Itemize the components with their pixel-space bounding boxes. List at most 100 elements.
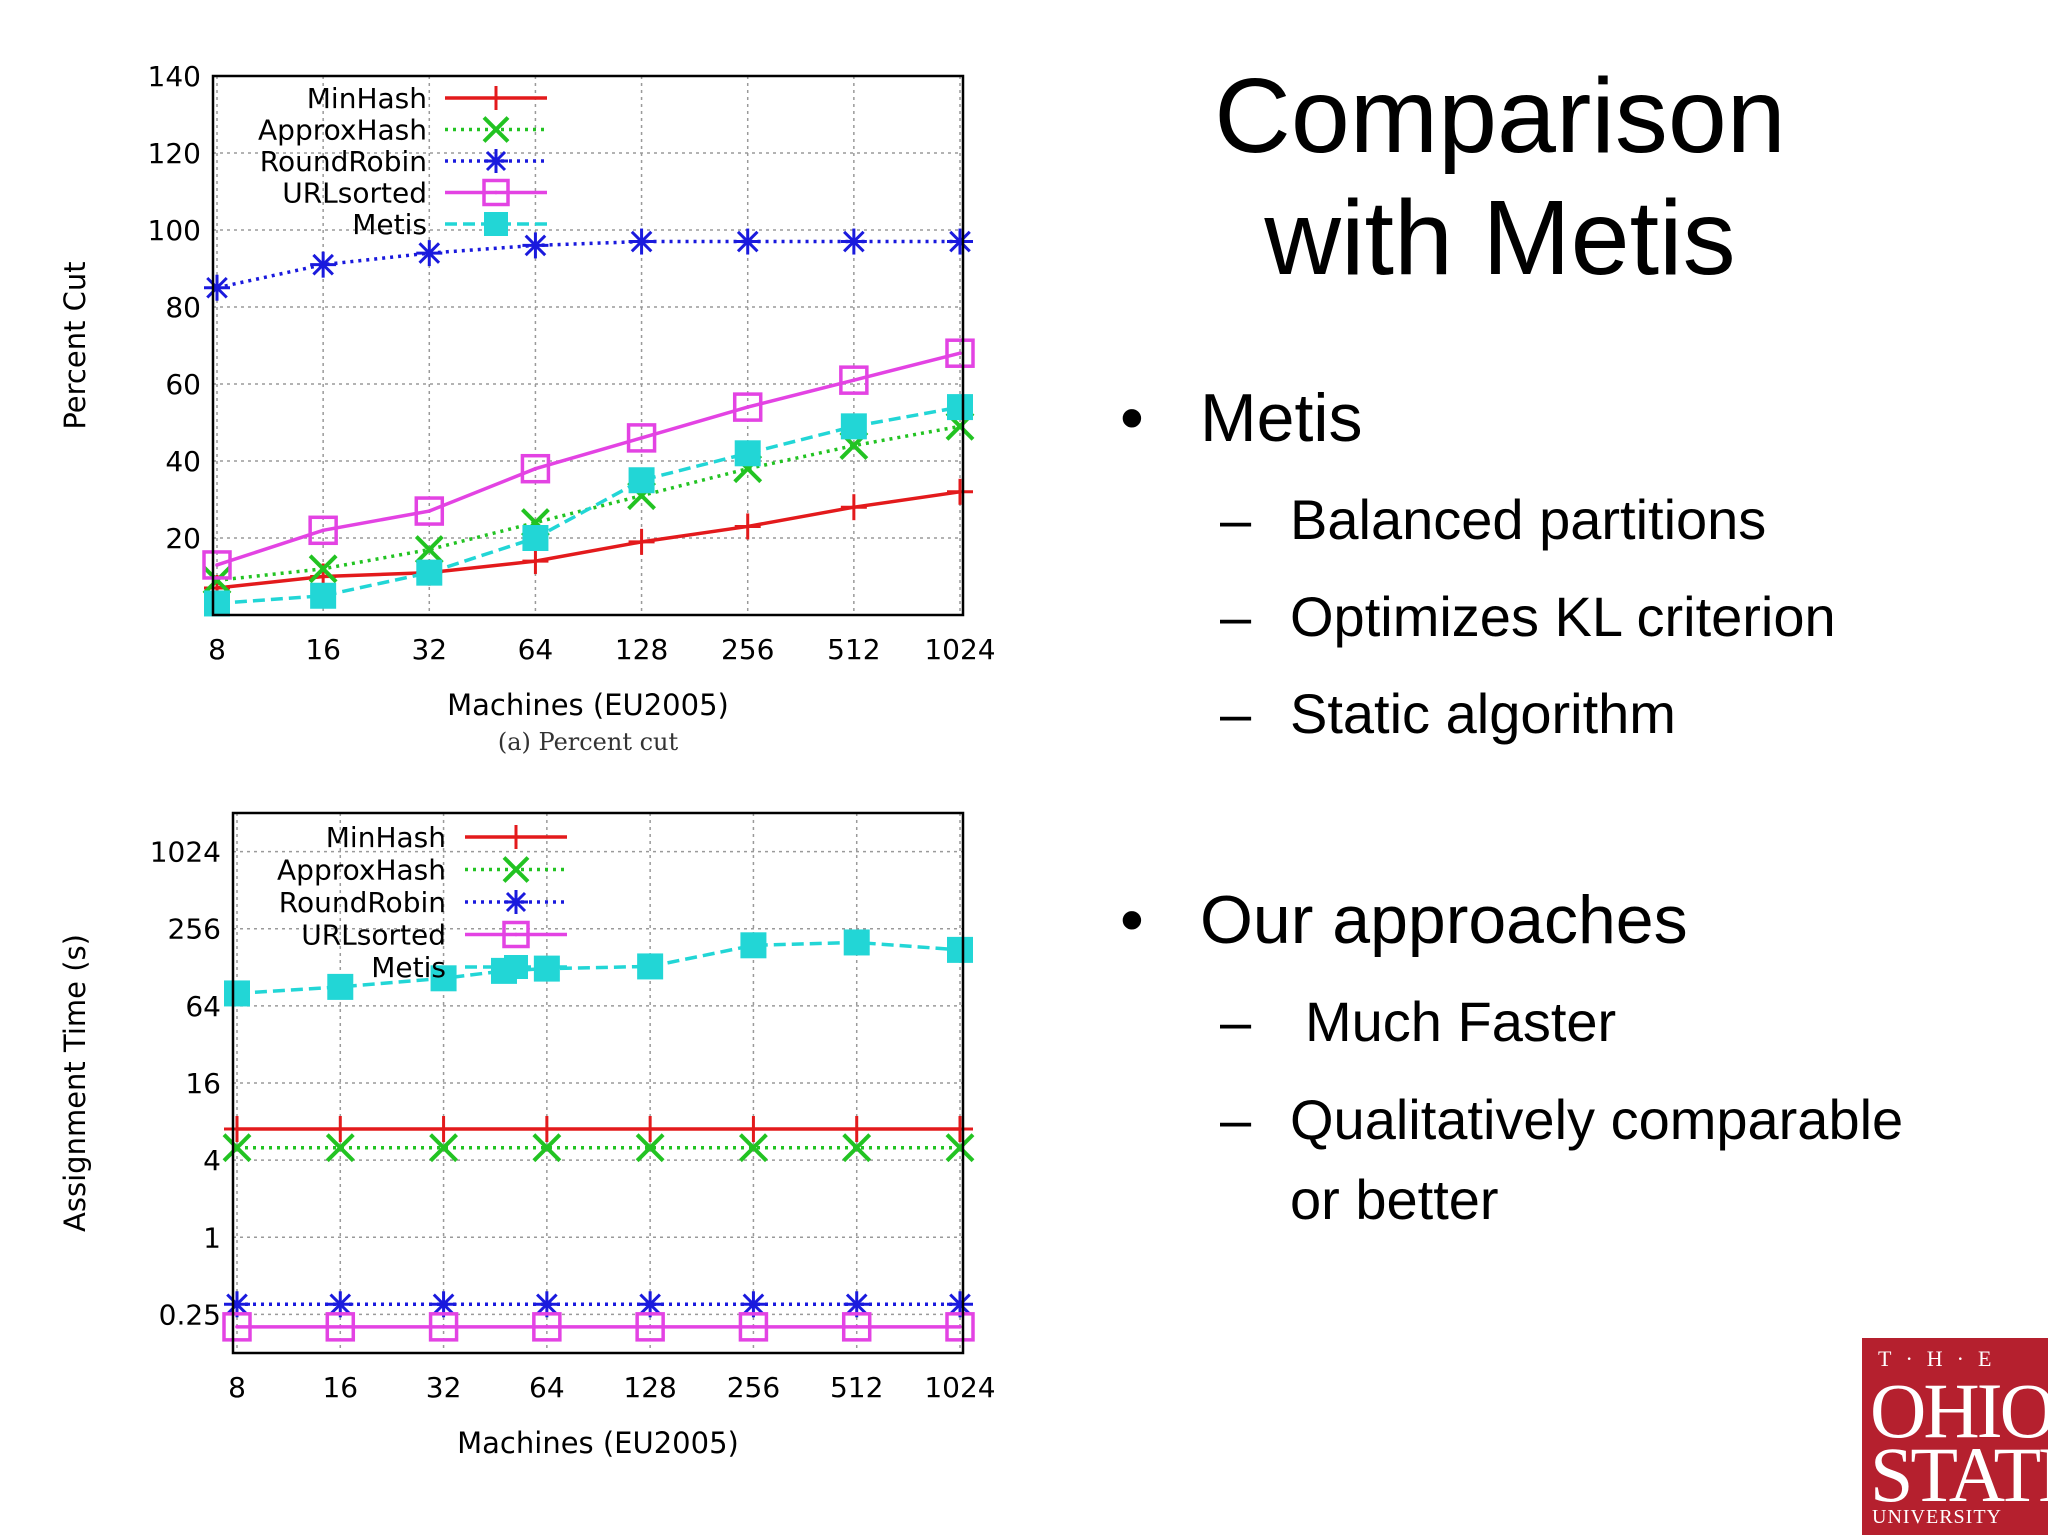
bullet-metis-label: Metis xyxy=(1200,380,1363,456)
sub-bullet-text: Balanced partitions xyxy=(1290,488,1767,551)
marker-box xyxy=(841,1312,872,1342)
data-point xyxy=(947,936,973,963)
x-tick-label: 256 xyxy=(721,633,774,666)
marker-box xyxy=(502,920,530,949)
marker-stroke xyxy=(742,1293,765,1316)
data-point xyxy=(945,1133,975,1163)
data-point xyxy=(522,525,549,551)
data-point xyxy=(482,178,510,207)
series-line xyxy=(216,490,961,590)
data-point xyxy=(429,1133,458,1163)
x-tick-label: 64 xyxy=(529,1371,565,1404)
marker-box xyxy=(520,453,551,484)
marker-stroke xyxy=(736,230,759,253)
marker-center xyxy=(958,351,962,356)
bullet-our-approaches-label: Our approaches xyxy=(1200,882,1688,958)
logo-ohio: OHIO xyxy=(1870,1367,2048,1454)
marker-stroke xyxy=(202,565,232,595)
bullet-our-approaches: • Our approaches xyxy=(1120,880,1688,960)
legend-label: URLsorted xyxy=(282,177,427,210)
marker-stroke xyxy=(414,535,444,564)
marker-stroke xyxy=(418,242,441,264)
data-point xyxy=(202,565,232,595)
x-tick-label: 32 xyxy=(426,1371,462,1404)
sub-bullet-text: Qualitatively comparable xyxy=(1290,1088,1904,1151)
logo-the: T·H·E xyxy=(1878,1346,2006,1371)
marker-stroke xyxy=(206,276,228,299)
marker-center xyxy=(639,436,644,440)
marker-box xyxy=(202,550,232,580)
data-point xyxy=(502,920,530,949)
slide-title: Comparison with Metis xyxy=(1090,55,1910,299)
data-point xyxy=(224,1291,250,1318)
series-approxhash xyxy=(222,1133,975,1163)
dash-symbol: – xyxy=(1220,1088,1252,1151)
data-point xyxy=(842,1133,872,1163)
marker-center xyxy=(545,1325,549,1329)
y-tick-label: 1 xyxy=(203,1221,221,1254)
series-line xyxy=(216,405,961,606)
data-point xyxy=(734,228,761,255)
data-point xyxy=(738,1312,769,1342)
legend-label: MinHash xyxy=(326,821,446,854)
data-point xyxy=(945,1312,975,1342)
data-point xyxy=(843,929,870,956)
data-point xyxy=(628,528,655,555)
marker-box xyxy=(945,338,975,368)
data-point xyxy=(734,440,761,467)
data-point xyxy=(740,932,767,959)
sub-bullet-text: or better xyxy=(1290,1168,1499,1231)
data-point xyxy=(520,453,551,484)
marker-stroke xyxy=(639,1293,661,1316)
data-point xyxy=(504,890,528,914)
marker-stroke xyxy=(329,1293,352,1316)
data-point xyxy=(504,955,528,979)
series-minhash xyxy=(224,1116,973,1143)
series-roundrobin xyxy=(204,228,973,301)
data-point xyxy=(430,1291,457,1318)
marker-stroke xyxy=(630,230,653,253)
series-metis xyxy=(204,394,973,617)
data-point xyxy=(839,365,869,395)
percent-cut-chart: 20 40 60 80 100 120 140 8 16 32 64 128 256 512 1024 Min… xyxy=(58,60,996,756)
data-point xyxy=(414,535,444,564)
x-tick-label: 8 xyxy=(208,633,226,666)
x-tick-label: 1024 xyxy=(924,1371,995,1404)
marker-stroke xyxy=(222,1133,252,1163)
data-point xyxy=(416,559,443,586)
x-tick-label: 64 xyxy=(518,633,554,666)
sub-bullet: – Much Faster xyxy=(1220,982,1616,1062)
marker-box xyxy=(482,178,510,207)
series-urlsorted xyxy=(202,338,975,580)
data-point xyxy=(325,1312,356,1342)
marker-center xyxy=(745,405,750,409)
data-point xyxy=(840,413,867,440)
marker-stroke xyxy=(635,1133,665,1163)
dash-symbol: – xyxy=(1220,585,1252,648)
data-point xyxy=(947,228,973,255)
data-point xyxy=(734,513,761,540)
data-point xyxy=(430,965,457,992)
data-point xyxy=(732,392,763,422)
data-point xyxy=(327,973,354,1000)
data-point xyxy=(840,494,867,521)
marker-box xyxy=(626,423,657,453)
marker-center xyxy=(854,1325,859,1329)
x-axis-label: Machines (EU2005) xyxy=(457,1426,739,1460)
y-axis-label: Percent Cut xyxy=(58,261,92,429)
x-axis-label: Machines (EU2005) xyxy=(447,688,729,722)
data-point xyxy=(945,338,975,368)
data-point xyxy=(482,116,510,143)
marker-box xyxy=(945,1312,975,1342)
sub-bullet: – Balanced partitions xyxy=(1220,480,1767,560)
data-point xyxy=(843,1116,870,1143)
legend: MinHashApproxHashRoundRobinURLsortedMeti… xyxy=(258,82,547,241)
marker-box xyxy=(738,1312,769,1342)
data-point xyxy=(637,1116,664,1143)
marker-stroke xyxy=(485,150,507,172)
data-point xyxy=(626,423,657,453)
data-point xyxy=(635,1312,665,1342)
data-point xyxy=(202,550,232,580)
data-point xyxy=(504,825,528,849)
y-tick-label: 1024 xyxy=(150,836,221,869)
